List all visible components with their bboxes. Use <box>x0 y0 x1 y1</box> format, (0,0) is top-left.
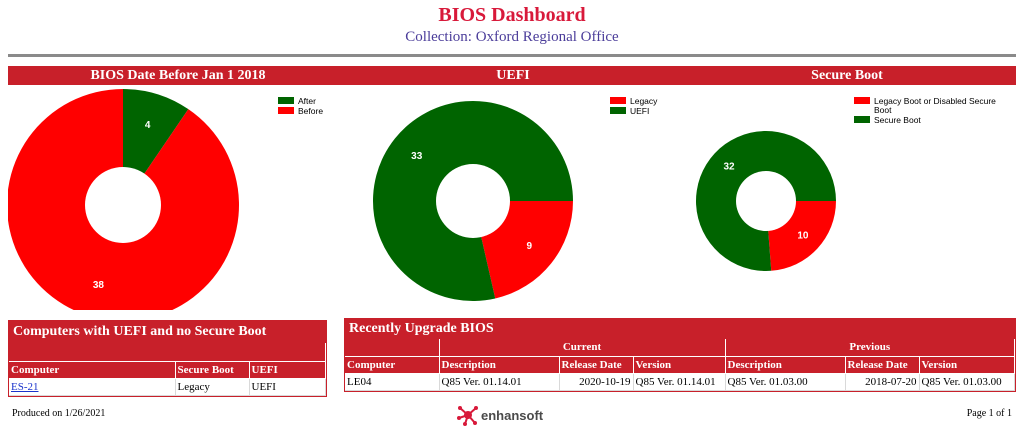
collection-subtitle: Collection: Oxford Regional Office <box>405 29 619 45</box>
slice-value-label: 9 <box>527 241 533 252</box>
legend-swatch <box>610 107 626 114</box>
donut-hole <box>736 171 796 231</box>
group-header-previous: Previous <box>725 339 1015 357</box>
enhansoft-logo: enhansoft <box>457 404 543 426</box>
page-number: Page 1 of 1 <box>966 408 1012 419</box>
legend-swatch <box>854 97 870 104</box>
cell-secure-boot: Legacy <box>175 378 250 396</box>
table-spacer-header <box>9 343 326 362</box>
column-header-current-release-date: Release Date <box>559 356 634 374</box>
cell-uefi: UEFI <box>249 378 326 396</box>
cell-previous-release-date: 2018-07-20 <box>845 373 920 391</box>
table-spacer-row <box>9 343 326 362</box>
table-header-row: Computer Secure Boot UEFI <box>9 361 326 379</box>
uefi-no-secure-boot-panel: Computers with UEFI and no Secure Boot C… <box>8 320 327 397</box>
chart-title-bios-date: BIOS Date Before Jan 1 2018 <box>90 68 266 83</box>
cell-current-description: Q85 Ver. 01.14.01 <box>439 373 560 391</box>
chart-title-band: BIOS Date Before Jan 1 2018 UEFI Secure … <box>8 66 1016 85</box>
cell-current-version: Q85 Ver. 01.14.01 <box>633 373 726 391</box>
cell-current-release-date: 2020-10-19 <box>559 373 634 391</box>
column-header-uefi: UEFI <box>249 361 326 379</box>
donut-hole <box>85 167 161 243</box>
column-header-current-version: Version <box>633 356 726 374</box>
chart-title-secure-boot: Secure Boot <box>811 68 883 83</box>
donut-hole <box>436 164 510 238</box>
legend-label: Boot <box>874 105 892 115</box>
produced-date: Produced on 1/26/2021 <box>12 408 106 419</box>
table-row: ES-21 Legacy UEFI <box>9 378 326 396</box>
table-row: LE04 Q85 Ver. 01.14.01 2020-10-19 Q85 Ve… <box>345 373 1015 391</box>
legend-label: UEFI <box>630 106 649 116</box>
logo-network-icon <box>457 406 478 426</box>
uefi-no-secure-boot-table: Computer Secure Boot UEFI ES-21 Legacy U… <box>9 343 326 396</box>
secure-boot-donut-chart: 10 32 Legacy Boot or Disabled SecureBootSe… <box>696 96 996 271</box>
column-header-previous-description: Description <box>725 356 846 374</box>
slice-value-label: 4 <box>145 120 151 131</box>
cell-computer: ES-21 <box>9 378 176 396</box>
column-header-computer: Computer <box>345 356 440 374</box>
logo-text: enhansoft <box>481 407 544 423</box>
computer-link[interactable]: ES-21 <box>11 380 39 393</box>
column-header-computer: Computer <box>9 361 176 379</box>
slice-value-label: 32 <box>723 162 735 173</box>
uefi-no-secure-boot-title: Computers with UEFI and no Secure Boot <box>9 321 326 343</box>
cell-previous-version: Q85 Ver. 01.03.00 <box>919 373 1015 391</box>
group-header-row: Current Previous <box>345 339 1015 357</box>
page-title: BIOS Dashboard <box>438 4 586 26</box>
column-header-current-description: Description <box>439 356 560 374</box>
legend-label: Before <box>298 106 323 116</box>
legend-swatch <box>278 97 294 104</box>
recent-upgrade-panel: Recently Upgrade BIOS Current Previous C… <box>344 318 1016 392</box>
header-divider <box>8 54 1016 57</box>
slice-before <box>8 89 239 310</box>
cell-previous-description: Q85 Ver. 01.03.00 <box>725 373 846 391</box>
legend-swatch <box>610 97 626 104</box>
legend-swatch <box>854 116 870 123</box>
slice-value-label: 33 <box>411 151 423 162</box>
column-header-previous-release-date: Release Date <box>845 356 920 374</box>
table-header-row: Computer Description Release Date Versio… <box>345 356 1015 374</box>
slice-value-label: 10 <box>797 230 809 241</box>
group-header-blank <box>345 339 440 357</box>
group-header-current: Current <box>439 339 726 357</box>
legend-label: After <box>298 96 316 106</box>
legend-swatch <box>278 107 294 114</box>
chart-title-uefi: UEFI <box>496 68 530 83</box>
slice-value-label: 38 <box>93 280 105 291</box>
legend-label: Legacy <box>630 96 658 106</box>
recent-upgrade-title: Recently Upgrade BIOS <box>345 319 1015 339</box>
legend-label: Secure Boot <box>874 115 921 125</box>
column-header-secure-boot: Secure Boot <box>175 361 250 379</box>
legend-label: Legacy Boot or Disabled Secure <box>874 96 996 106</box>
cell-computer: LE04 <box>345 373 440 391</box>
recent-upgrade-table: Current Previous Computer Description Re… <box>345 339 1015 391</box>
column-header-previous-version: Version <box>919 356 1015 374</box>
